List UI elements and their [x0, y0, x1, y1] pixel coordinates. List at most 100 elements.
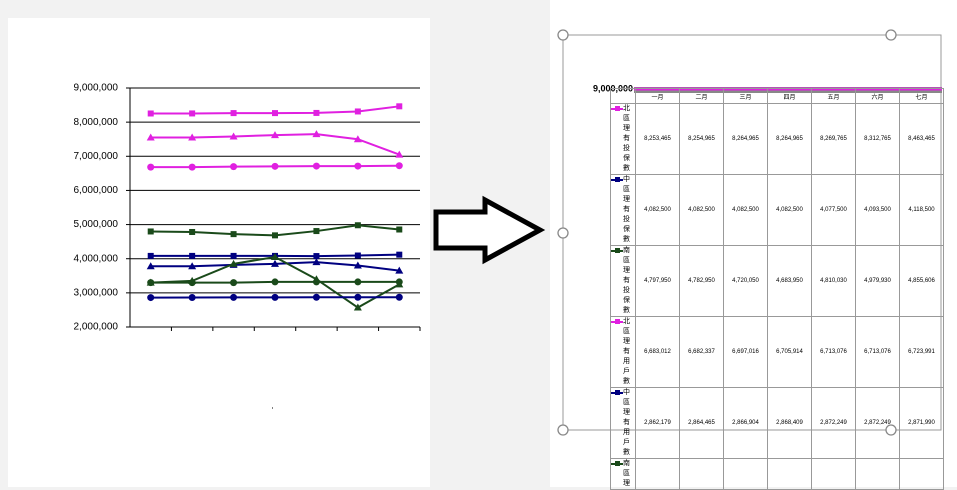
cell: 8,254,965 — [680, 104, 724, 175]
cell: 6,713,076 — [812, 317, 856, 388]
y-tick-label: 7,000,000 — [74, 151, 119, 162]
column-header: 五月 — [812, 89, 856, 104]
point — [189, 110, 195, 116]
cell: 4,683,950 — [768, 246, 812, 317]
cell: 8,312,765 — [856, 104, 900, 175]
row-header: 北區理有投保數 — [611, 104, 636, 175]
handle[interactable] — [558, 228, 568, 238]
corner-cell — [611, 89, 636, 104]
row-label: 北區理有投保數 — [623, 104, 630, 174]
y-tick-label: 8,000,000 — [74, 117, 119, 128]
point — [272, 294, 279, 301]
row-label: 中區理有投保數 — [623, 175, 630, 245]
cell: 4,082,500 — [680, 175, 724, 246]
point — [354, 163, 361, 170]
handle[interactable] — [558, 425, 568, 435]
cell: 4,782,950 — [680, 246, 724, 317]
table-row: 南區理 — [611, 459, 944, 490]
point — [148, 253, 154, 259]
point — [272, 110, 278, 116]
cell: 4,082,500 — [636, 175, 680, 246]
cell: 4,082,500 — [724, 175, 768, 246]
point — [231, 231, 237, 237]
column-header: 一月 — [636, 89, 680, 104]
handle[interactable] — [886, 30, 896, 40]
cell — [680, 459, 724, 490]
legend-key — [611, 250, 623, 252]
cell: 2,868,409 — [768, 388, 812, 459]
point — [231, 253, 237, 259]
cell: 4,077,500 — [812, 175, 856, 246]
cell: 8,253,465 — [636, 104, 680, 175]
point — [272, 163, 279, 170]
handle[interactable] — [558, 30, 568, 40]
cell — [856, 459, 900, 490]
row-label: 中區理有用戶數 — [623, 388, 630, 458]
point — [313, 228, 319, 234]
point — [231, 110, 237, 116]
cell: 2,864,465 — [680, 388, 724, 459]
cell: 8,264,965 — [724, 104, 768, 175]
row-header: 北區理有用戶數 — [611, 317, 636, 388]
point — [148, 228, 154, 234]
row-label: 北區理有用戶數 — [623, 317, 630, 387]
cell: 4,720,050 — [724, 246, 768, 317]
y-tick-label: 9,000,000 — [74, 83, 119, 94]
cell: 2,866,904 — [724, 388, 768, 459]
column-header: 三月 — [724, 89, 768, 104]
cell: 4,093,500 — [856, 175, 900, 246]
point — [272, 232, 278, 238]
cell — [636, 459, 680, 490]
column-header: 七月 — [900, 89, 944, 104]
row-header: 南區理有投保數 — [611, 246, 636, 317]
row-header: 中區理有投保數 — [611, 175, 636, 246]
row-header: 中區理有用戶數 — [611, 388, 636, 459]
point — [147, 164, 154, 171]
cell: 6,682,337 — [680, 317, 724, 388]
point — [313, 294, 320, 301]
row-label: 南區理有投保數 — [623, 246, 630, 316]
point — [147, 279, 154, 286]
point — [313, 163, 320, 170]
cell: 2,871,990 — [900, 388, 944, 459]
point — [355, 253, 361, 259]
cell: 4,118,500 — [900, 175, 944, 246]
point — [189, 279, 196, 286]
y-tick-label: 4,000,000 — [74, 253, 119, 264]
point — [396, 294, 403, 301]
column-header: 四月 — [768, 89, 812, 104]
legend-key — [611, 321, 623, 323]
point — [230, 279, 237, 286]
cell: 6,713,076 — [856, 317, 900, 388]
point — [147, 294, 154, 301]
cell: 6,683,012 — [636, 317, 680, 388]
point — [396, 252, 402, 258]
header-row: 一月二月三月四月五月六月七月 — [611, 89, 944, 104]
point — [396, 103, 402, 109]
point — [355, 108, 361, 114]
point — [148, 110, 154, 116]
cell — [768, 459, 812, 490]
legend-key — [611, 463, 623, 465]
cell — [724, 459, 768, 490]
point — [230, 163, 237, 170]
point — [354, 278, 361, 285]
point — [189, 164, 196, 171]
cell: 6,723,991 — [900, 317, 944, 388]
cell: 2,872,249 — [856, 388, 900, 459]
point — [189, 229, 195, 235]
cell: 4,797,950 — [636, 246, 680, 317]
point — [355, 222, 361, 228]
arrow — [436, 200, 540, 260]
point — [272, 278, 279, 285]
column-header: 二月 — [680, 89, 724, 104]
point — [189, 253, 195, 259]
cell: 4,979,930 — [856, 246, 900, 317]
